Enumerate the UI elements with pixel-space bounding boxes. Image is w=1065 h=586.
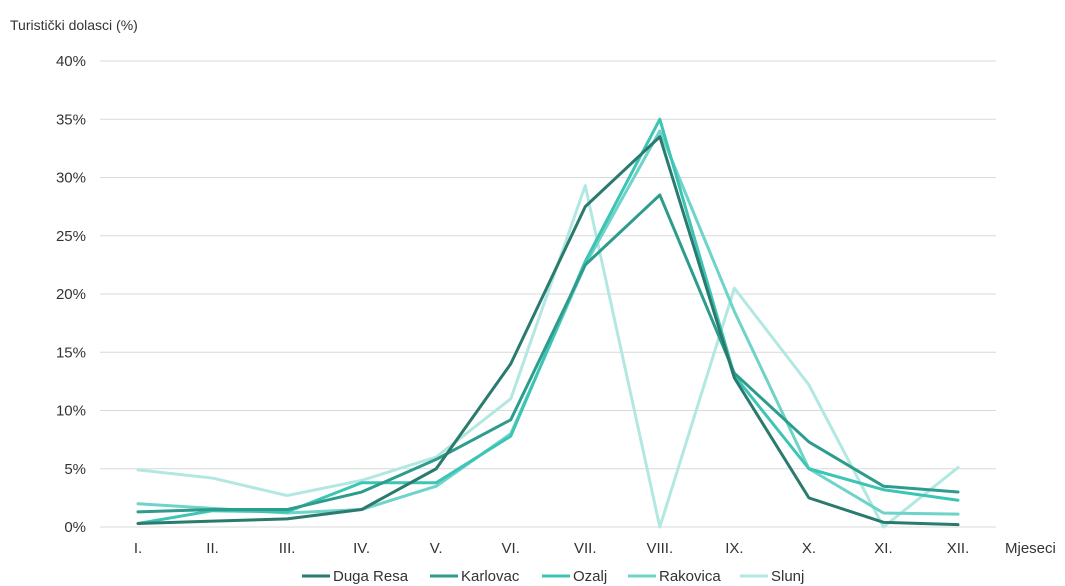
y-tick-label: 0%	[64, 519, 86, 536]
x-tick-label: IV.	[353, 540, 370, 557]
x-tick-label: I.	[134, 540, 142, 557]
legend-label: Duga Resa	[333, 568, 409, 585]
y-tick-label: 15%	[56, 344, 86, 361]
x-tick-label: IX.	[725, 540, 743, 557]
legend-item: Karlovac	[430, 568, 520, 585]
x-tick-label: XII.	[947, 540, 970, 557]
series-layer	[136, 117, 960, 529]
x-tick-label: X.	[802, 540, 816, 557]
y-tick-label: 10%	[56, 403, 86, 420]
legend: Duga Resa Karlovac Ozalj Rakovica Slunj	[302, 568, 804, 585]
y-tick-label: 25%	[56, 228, 86, 245]
y-tick-label: 35%	[56, 111, 86, 128]
x-tick-layer: I. II. III. IV. V. VI. VII. VIII. IX. X. XI. XII.	[134, 540, 969, 557]
x-tick-label: VII.	[574, 540, 597, 557]
y-tick-label: 40%	[56, 53, 86, 70]
y-tick-layer: 0% 5% 10% 15% 20% 25% 30% 35% 40%	[56, 53, 86, 536]
y-tick-label: 30%	[56, 170, 86, 187]
x-tick-label: II.	[206, 540, 219, 557]
x-tick-label: III.	[279, 540, 296, 557]
series-line-duga-resa	[136, 135, 960, 527]
series-line-ozalj	[136, 117, 960, 526]
legend-label: Ozalj	[573, 568, 607, 585]
y-tick-label: 5%	[64, 461, 86, 478]
x-axis-label: Mjeseci	[1005, 540, 1056, 557]
series-line-slunj	[136, 184, 960, 529]
legend-label: Karlovac	[461, 568, 520, 585]
legend-item: Duga Resa	[302, 568, 409, 585]
x-tick-label: XI.	[874, 540, 892, 557]
y-axis-label: Turistički dolasci (%)	[10, 17, 138, 33]
x-tick-label: VI.	[502, 540, 520, 557]
x-tick-label: VIII.	[646, 540, 673, 557]
x-tick-label: V.	[430, 540, 443, 557]
legend-item: Ozalj	[542, 568, 607, 585]
legend-item: Slunj	[740, 568, 804, 585]
legend-item: Rakovica	[628, 568, 721, 585]
legend-label: Slunj	[771, 568, 804, 585]
series-line-karlovac	[136, 193, 960, 514]
legend-label: Rakovica	[659, 568, 721, 585]
y-tick-label: 20%	[56, 286, 86, 303]
